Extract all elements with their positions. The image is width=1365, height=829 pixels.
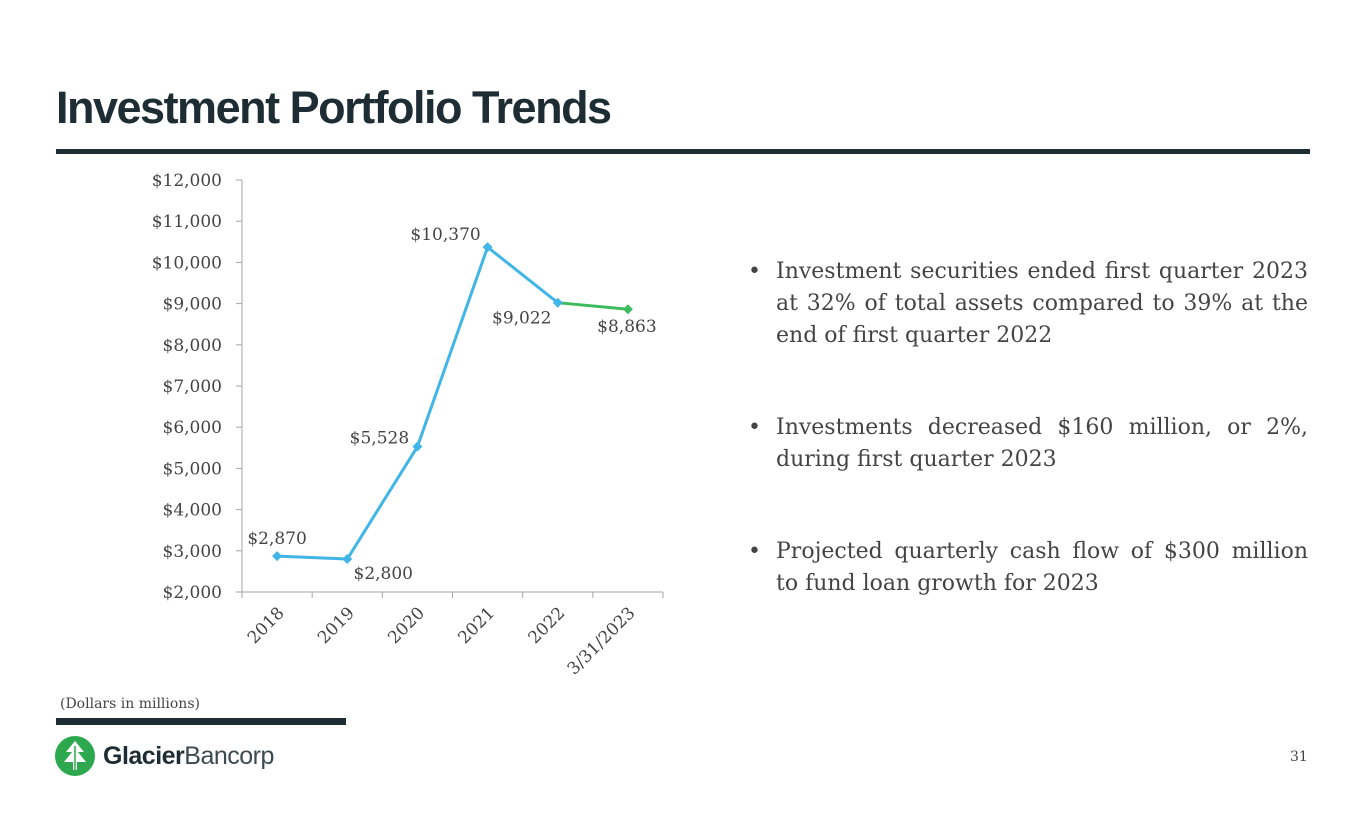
bullet-text: Investment securities ended first quarte… [776, 259, 1308, 348]
bullet-icon: • [748, 415, 761, 440]
y-tick-label: $11,000 [152, 212, 222, 232]
company-name-light: Bancorp [184, 741, 274, 770]
bullet-list: • Investment securities ended first quart… [748, 256, 1308, 660]
y-tick-label: $8,000 [163, 336, 222, 356]
series-line-segment [415, 245, 490, 449]
bullet-item: • Investment securities ended first quart… [748, 256, 1308, 352]
y-tick-label: $7,000 [163, 377, 222, 397]
y-tick-label: $12,000 [152, 171, 222, 191]
x-tick-label: 2019 [314, 603, 359, 648]
series-line-segment [345, 445, 419, 561]
series-line-segment [486, 245, 560, 305]
y-tick-label: $10,000 [152, 253, 222, 273]
data-label: $5,528 [350, 429, 409, 449]
data-point [482, 242, 493, 253]
title-divider [56, 149, 1310, 154]
x-tick-label: 2022 [525, 603, 570, 648]
x-tick-label: 2021 [454, 603, 499, 648]
y-tick-label: $9,000 [163, 295, 222, 315]
y-tick-label: $3,000 [163, 542, 222, 562]
data-label: $2,800 [354, 564, 413, 584]
page-number: 31 [1290, 749, 1308, 765]
company-logo: GlacierBancorp [55, 736, 274, 776]
data-point [622, 304, 633, 315]
footer-divider [56, 718, 346, 725]
bullet-icon: • [748, 539, 761, 564]
bullet-icon: • [748, 259, 761, 284]
x-tick-label: 2018 [244, 603, 289, 648]
y-tick-label: $4,000 [163, 501, 222, 521]
data-point [272, 551, 283, 562]
company-name: GlacierBancorp [103, 742, 274, 771]
company-name-bold: Glacier [103, 741, 185, 770]
data-label: $2,870 [247, 529, 306, 549]
y-tick-label: $2,000 [163, 583, 222, 603]
glacier-tree-icon [55, 736, 95, 776]
page-title: Investment Portfolio Trends [56, 82, 612, 133]
data-label: $8,863 [597, 317, 656, 337]
investment-line-chart: $2,000 $3,000 $4,000 $5,000 $6,000 $7,000 $8,0… [152, 171, 664, 679]
data-point [552, 297, 563, 308]
y-tick-label: $6,000 [163, 418, 222, 438]
y-tick-label: $5,000 [163, 459, 222, 479]
data-point [412, 441, 423, 452]
data-label: $9,022 [492, 309, 551, 329]
x-tick-label: 3/31/2023 [564, 603, 640, 679]
bullet-text: Projected quarterly cash flow of $300 mi… [776, 539, 1308, 596]
bullet-item: • Investments decreased $160 million, or … [748, 412, 1308, 476]
units-note: (Dollars in millions) [60, 696, 200, 712]
bullet-item: • Projected quarterly cash flow of $300 m… [748, 536, 1308, 600]
series-line-segment [275, 554, 349, 561]
x-tick-label: 2020 [384, 603, 429, 648]
series-line-segment [556, 301, 630, 311]
bullet-text: Investments decreased $160 million, or 2… [776, 415, 1308, 472]
data-point [342, 554, 353, 565]
data-label: $10,370 [410, 225, 480, 245]
